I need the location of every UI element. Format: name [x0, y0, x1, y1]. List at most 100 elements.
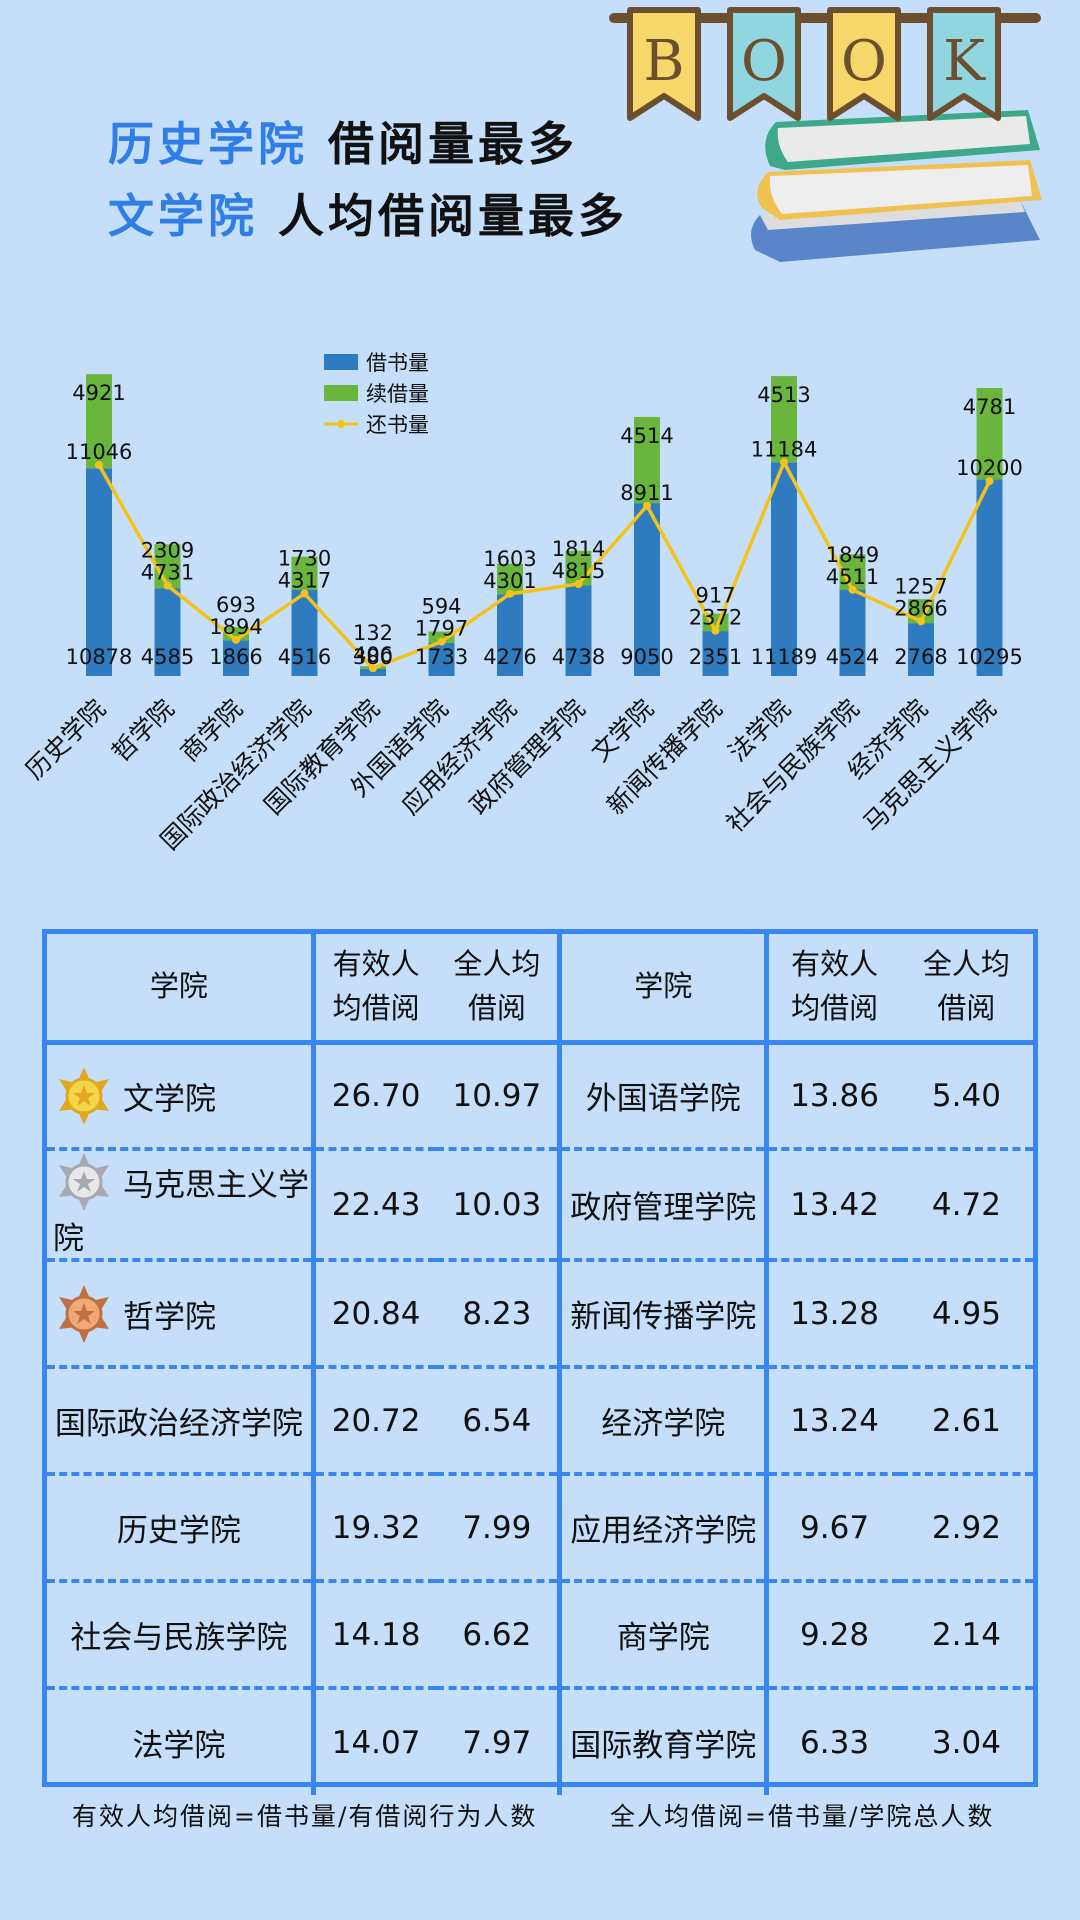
label-return-2: 1894 [209, 615, 262, 639]
point-return-7 [574, 580, 583, 589]
banner-o-2: O [827, 7, 901, 121]
bar-borrow-10 [771, 462, 797, 676]
label-return-13: 10200 [956, 456, 1023, 480]
label-borrow-5: 1733 [415, 645, 468, 669]
point-return-12 [917, 617, 925, 626]
label-return-10: 11184 [751, 437, 818, 461]
label-return-6: 4301 [483, 569, 536, 593]
label-return-1: 4731 [141, 561, 194, 585]
bar-borrow-11 [839, 589, 866, 676]
cell-college: 国际教育学院 [559, 1688, 770, 1795]
cell-effective: 19.32 [313, 1474, 437, 1583]
bar-borrow-0 [86, 468, 112, 676]
point-return-13 [985, 477, 994, 486]
bar-borrow-2 [223, 640, 249, 676]
table-row: 社会与民族学院 14.18 6.62 商学院 9.28 2.14 [47, 1581, 1033, 1690]
point-return-4 [369, 664, 377, 673]
cell-college: 新闻传播学院 [559, 1260, 770, 1369]
header-effective: 有效人 均借阅 [313, 934, 437, 1045]
header-college-2: 学院 [559, 934, 770, 1045]
cell-overall: 5.40 [899, 1042, 1033, 1151]
x-tick-label-1: 哲学院 [106, 694, 180, 768]
cell-college: 经济学院 [559, 1367, 770, 1476]
cell-effective: 6.33 [800, 1724, 870, 1761]
label-borrow-0: 10878 [66, 645, 133, 669]
point-return-9 [711, 626, 720, 635]
label-renew-4: 132 [353, 621, 393, 645]
point-return-0 [95, 461, 103, 470]
table-row: 哲学院 20.84 8.23 新闻传播学院 13.28 4.95 [47, 1260, 1033, 1369]
cell-overall: 6.54 [436, 1367, 563, 1476]
headline-2-rest: 人均借阅量最多 [278, 189, 629, 243]
point-return-10 [780, 458, 788, 467]
label-borrow-6: 4276 [483, 645, 536, 669]
label-borrow-12: 2768 [894, 645, 947, 669]
point-return-8 [643, 501, 651, 510]
point-return-1 [163, 581, 172, 590]
cell-overall: 3.04 [931, 1724, 1001, 1761]
x-tick-label-0: 历史学院 [20, 694, 111, 785]
cell-effective: 13.42 [766, 1149, 900, 1262]
bar-renew-1 [154, 544, 181, 589]
cell-overall: 10.97 [436, 1042, 563, 1151]
point-return-2 [232, 635, 240, 644]
bar-borrow-12 [908, 623, 934, 676]
cell-college: 哲学院 [47, 1260, 316, 1369]
bar-renew-5 [428, 631, 455, 643]
label-borrow-8: 9050 [620, 645, 673, 669]
legend-swatch-1 [324, 385, 358, 401]
header-effective-2: 有效人 均借阅 [766, 934, 900, 1045]
label-return-12: 2866 [894, 596, 947, 620]
headline-2: 文学院 人均借阅量最多 [108, 180, 628, 246]
cell-college: 政府管理学院 [559, 1149, 770, 1262]
cell-college: 外国语学院 [559, 1042, 770, 1151]
cell-effective: 9.67 [766, 1474, 900, 1583]
bar-borrow-5 [428, 642, 455, 676]
label-renew-12: 1257 [894, 574, 947, 598]
point-return-11 [848, 585, 857, 594]
headline-1-accent: 历史学院 [108, 117, 308, 171]
books-icon [751, 110, 1042, 262]
bar-renew-0 [86, 374, 112, 469]
label-renew-6: 1603 [483, 547, 536, 571]
label-return-3: 4317 [278, 569, 331, 593]
cell-overall: 2.14 [899, 1581, 1033, 1690]
cell-college: 法学院 [47, 1688, 316, 1795]
cell-effective: 13.24 [766, 1367, 900, 1476]
header-overall-2: 全人均 借阅 [899, 934, 1033, 1045]
point-return-5 [437, 637, 446, 646]
banner-o-1: O [727, 7, 801, 121]
bar-borrow-9 [702, 631, 729, 676]
headline-1: 历史学院 借阅量最多 [108, 108, 578, 174]
cell-overall: 2.92 [899, 1474, 1033, 1583]
cell-effective: 22.43 [313, 1149, 437, 1262]
footnote-overall: 全人均借阅=借书量/学院总人数 [610, 1802, 995, 1831]
label-borrow-13: 10295 [956, 645, 1023, 669]
cell-overall: 4.72 [899, 1149, 1033, 1262]
cell-college: 社会与民族学院 [47, 1581, 316, 1690]
label-renew-13: 4781 [963, 395, 1016, 419]
per-capita-table: 学院 有效人 均借阅 全人均 借阅 学院 有效人 均借阅 全人均 借阅 文学院 26.7… [42, 929, 1038, 1795]
table-header-row: 学院 有效人 均借阅 全人均 借阅 学院 有效人 均借阅 全人均 借阅 [47, 934, 1033, 1045]
cell-effective: 13.86 [766, 1042, 900, 1151]
bar-borrow-4 [360, 668, 386, 676]
banner-letter: O [841, 29, 887, 94]
footnote-effective: 有效人均借阅=借书量/有借阅行为人数 [72, 1802, 538, 1831]
label-return-8: 8911 [620, 481, 673, 505]
label-renew-11: 1849 [826, 543, 879, 567]
label-renew-2: 693 [216, 593, 256, 617]
label-renew-9: 917 [695, 584, 735, 608]
bronze-medal-icon [59, 1284, 109, 1343]
label-renew-8: 4514 [620, 424, 673, 448]
label-renew-0: 4921 [72, 381, 125, 405]
cell-overall: 7.97 [436, 1688, 563, 1795]
legend-label-1: 续借量 [366, 382, 429, 406]
header-college: 学院 [47, 934, 316, 1045]
point-return-6 [506, 589, 514, 598]
cell-effective: 20.72 [313, 1367, 437, 1476]
banner-b-0: B [627, 7, 701, 121]
cell-college: 应用经济学院 [559, 1474, 770, 1583]
cell-overall: 8.23 [436, 1260, 563, 1369]
